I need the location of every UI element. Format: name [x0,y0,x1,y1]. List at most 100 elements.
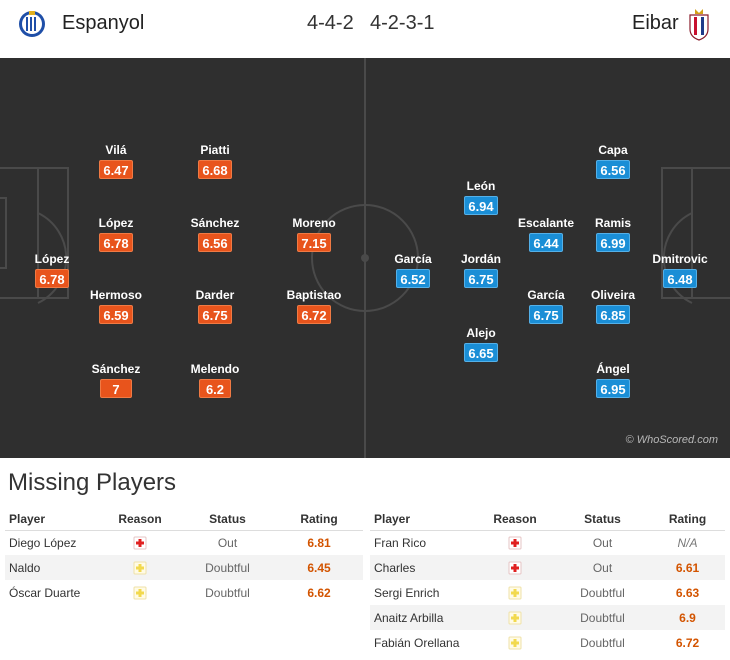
column-header-status[interactable]: Status [180,508,275,531]
away-player[interactable]: León 6.94 [441,178,521,216]
home-missing-table: Player Reason Status Rating Diego López … [5,508,363,605]
home-player[interactable]: López 6.78 [76,215,156,253]
table-row[interactable]: Fran Rico Out N/A [370,530,725,555]
away-player[interactable]: Alejo 6.65 [441,325,521,363]
away-player[interactable]: Oliveira 6.85 [573,287,653,325]
player-name: Oliveira [590,288,636,302]
missing-player-name[interactable]: Sergi Enrich [374,585,440,600]
missing-status: Doubtful [205,585,250,600]
injury-icon [508,536,522,550]
match-header: Espanyol 4-4-2 4-2-3-1 Eibar [0,0,730,52]
table-row[interactable]: Anaitz Arbilla Doubtful 6.9 [370,605,725,630]
column-header-rating[interactable]: Rating [275,508,363,531]
player-name: Sánchez [91,362,141,376]
player-rating: 6.56 [198,233,232,252]
home-player[interactable]: Piatti 6.68 [175,142,255,180]
home-player[interactable]: Darder 6.75 [175,287,255,325]
player-rating: 6.75 [529,305,563,324]
player-rating: 7.15 [297,233,331,252]
away-player[interactable]: Jordán 6.75 [441,251,521,289]
table-row[interactable]: Charles Out 6.61 [370,555,725,580]
table-row[interactable]: Óscar Duarte Doubtful 6.62 [5,580,363,605]
missing-status: Doubtful [580,635,625,650]
away-formation: 4-2-3-1 [370,12,435,34]
player-name: García [394,252,432,266]
home-formation: 4-4-2 [307,12,354,34]
home-player[interactable]: Melendo 6.2 [175,361,255,399]
table-row[interactable]: Fabián Orellana Doubtful 6.72 [370,630,725,655]
reason-cell [475,530,555,555]
missing-player-name[interactable]: Diego López [9,535,77,550]
column-header-player[interactable]: Player [370,508,475,531]
column-header-reason[interactable]: Reason [100,508,180,531]
home-player[interactable]: Vilá 6.47 [76,142,156,180]
away-player[interactable]: García 6.52 [373,251,453,289]
missing-rating: 6.63 [675,585,700,600]
missing-player-name[interactable]: Fabián Orellana [374,635,460,650]
home-player[interactable]: Hermoso 6.59 [76,287,156,325]
away-player[interactable]: Ramis 6.99 [573,215,653,253]
missing-player-name[interactable]: Fran Rico [374,535,427,550]
away-team-name[interactable]: Eibar [632,12,679,34]
player-name: Vilá [105,143,127,157]
table-row[interactable]: Diego López Out 6.81 [5,530,363,555]
away-player[interactable]: García 6.75 [506,287,586,325]
away-player[interactable]: Ángel 6.95 [573,361,653,399]
player-rating: 6.44 [529,233,563,252]
player-name: Melendo [190,362,240,376]
player-rating: 6.2 [199,379,231,398]
eibar-crest-icon[interactable] [686,7,712,41]
away-player[interactable]: Capa 6.56 [573,142,653,180]
missing-rating: 6.81 [307,535,331,550]
missing-player-name[interactable]: Anaitz Arbilla [370,605,475,630]
player-name: Darder [195,288,235,302]
missing-player-name[interactable]: Óscar Duarte [9,585,81,600]
player-name: López [98,216,134,230]
player-name: López [34,252,70,266]
home-player[interactable]: Sánchez 7 [76,361,156,399]
away-player[interactable]: Escalante 6.44 [506,215,586,253]
missing-status: Out [555,555,650,580]
injury-icon [133,536,147,550]
missing-rating: 6.9 [650,605,725,630]
player-name: Ramis [594,216,632,230]
player-name: Piatti [200,143,230,157]
column-header-reason[interactable]: Reason [475,508,555,531]
reason-cell [100,580,180,605]
table-row[interactable]: Sergi Enrich Doubtful 6.63 [370,580,725,605]
home-player[interactable]: Moreno 7.15 [274,215,354,253]
player-rating: 6.75 [198,305,232,324]
missing-rating: 6.72 [675,635,700,650]
table-header-row: Player Reason Status Rating [5,508,363,531]
home-player[interactable]: Sánchez 6.56 [175,215,255,253]
column-header-player[interactable]: Player [5,508,100,531]
away-player-gk[interactable]: Dmitrovic 6.48 [640,251,720,289]
missing-status: Doubtful [580,585,625,600]
reason-cell [100,530,180,555]
column-header-status[interactable]: Status [555,508,650,531]
missing-rating: 6.62 [307,585,331,600]
player-rating: 6.47 [99,160,133,179]
reason-cell [475,580,555,605]
home-team-name[interactable]: Espanyol [62,12,145,34]
player-rating: 6.75 [464,269,498,288]
missing-rating: 6.45 [275,555,363,580]
home-player[interactable]: Baptistao 6.72 [274,287,354,325]
missing-player-name[interactable]: Naldo [5,555,100,580]
away-missing-table: Player Reason Status Rating Fran Rico Ou… [370,508,725,655]
table-row[interactable]: Naldo Doubtful 6.45 [5,555,363,580]
player-name: Baptistao [286,288,342,302]
missing-player-name[interactable]: Charles [370,555,475,580]
reason-cell [475,630,555,655]
player-rating: 6.95 [596,379,630,398]
column-header-rating[interactable]: Rating [650,508,725,531]
table-header-row: Player Reason Status Rating [370,508,725,531]
home-player-gk[interactable]: López 6.78 [12,251,92,289]
whoscored-watermark: © WhoScored.com [625,434,718,446]
doubtful-icon [508,611,522,625]
espanyol-crest-icon[interactable] [18,9,46,39]
player-rating: 6.68 [198,160,232,179]
player-name: Ángel [596,362,630,376]
doubtful-icon [508,586,522,600]
player-rating: 6.72 [297,305,331,324]
